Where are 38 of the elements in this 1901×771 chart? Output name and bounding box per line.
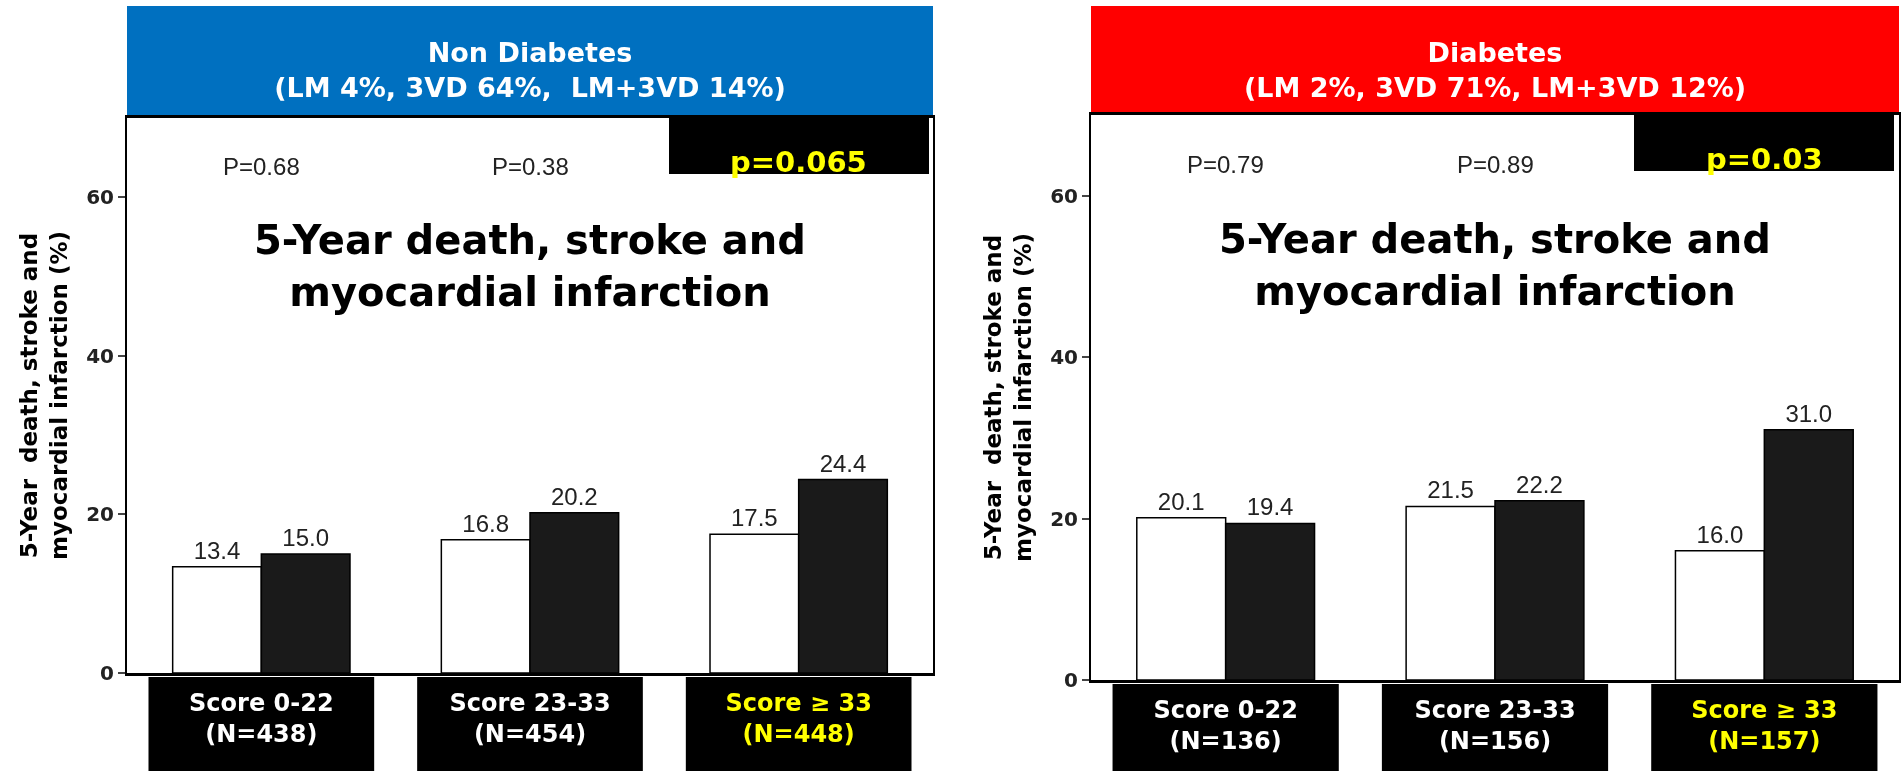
y-tick-label: 40	[86, 343, 114, 368]
data-label: 24.4	[819, 449, 867, 477]
data-label: 15.0	[282, 524, 330, 552]
data-label: 13.4	[193, 536, 241, 564]
annotation: p=0.065	[730, 145, 867, 179]
data-label: 31.0	[1785, 399, 1833, 427]
annotation: P=0.79	[1187, 151, 1264, 178]
annotation: p=0.03	[1706, 142, 1823, 176]
y-axis-title: 5-Year death, stroke and myocardial infarction (%)	[980, 233, 1037, 562]
data-label: 22.2	[1516, 470, 1563, 498]
y-tick-label: 60	[86, 185, 114, 210]
x-tick-label: Score 0-22 (N=136)	[1153, 695, 1298, 755]
x-tick-label: Score 0-22 (N=438)	[189, 688, 334, 748]
chart-title: Non Diabetes (LM 4%, 3VD 64%, LM+3VD 14%)	[274, 37, 786, 104]
y-tick-label: 0	[100, 661, 114, 685]
data-label: 16.8	[462, 509, 510, 537]
y-tick-label: 0	[1064, 668, 1078, 692]
text: 5-Year death, stroke and myocardial infarction	[1219, 216, 1771, 314]
x-tick-label: Score ≥ 33 (N=448)	[725, 688, 872, 748]
annotation: P=0.68	[223, 153, 300, 180]
data-label: 20.2	[550, 482, 598, 510]
data-label: 20.1	[1157, 487, 1205, 515]
data-label: 19.4	[1246, 493, 1294, 521]
text: 5-Year death, stroke and myocardial infarction	[254, 217, 806, 315]
y-tick-label: 60	[1050, 183, 1078, 208]
x-tick-label: Score 23-33 (N=454)	[449, 688, 611, 748]
y-tick-label: 20	[86, 502, 114, 527]
annotation: P=0.38	[492, 153, 569, 180]
chart-title: Diabetes (LM 2%, 3VD 71%, LM+3VD 12%)	[1243, 37, 1747, 104]
data-label: 16.0	[1696, 520, 1744, 548]
data-label: 17.5	[730, 504, 778, 532]
y-axis-title: 5-Year death, stroke and myocardial infarction (%)	[16, 231, 73, 560]
x-tick-label: Score 23-33 (N=156)	[1414, 695, 1576, 755]
x-tick-label: Score ≥ 33 (N=157)	[1691, 695, 1838, 755]
y-tick-label: 40	[1050, 345, 1078, 370]
data-label: 21.5	[1427, 476, 1474, 504]
y-tick-label: 20	[1050, 506, 1078, 531]
annotation: P=0.89	[1457, 151, 1534, 178]
